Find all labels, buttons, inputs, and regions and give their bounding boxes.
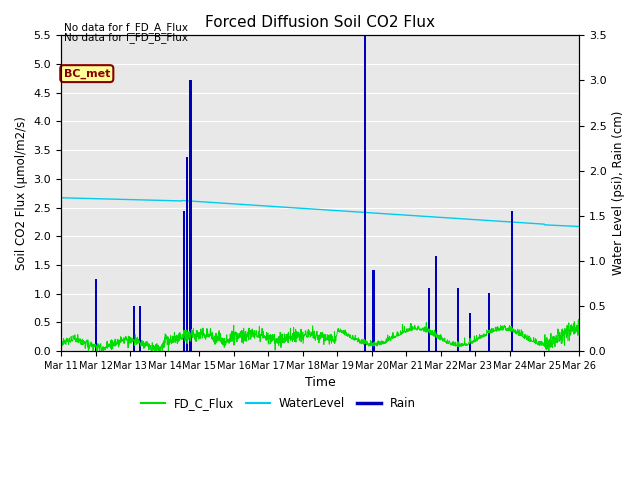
Bar [488,292,490,351]
Legend: FD_C_Flux, WaterLevel, Rain: FD_C_Flux, WaterLevel, Rain [136,392,421,415]
Bar [182,211,185,351]
Text: BC_met: BC_met [63,69,110,79]
Title: Forced Diffusion Soil CO2 Flux: Forced Diffusion Soil CO2 Flux [205,15,435,30]
Bar [140,306,141,351]
Bar [186,157,188,351]
Y-axis label: Water Level (psi), Rain (cm): Water Level (psi), Rain (cm) [612,111,625,276]
Bar [511,211,513,351]
Bar [364,0,366,351]
Bar [189,81,191,351]
Bar [132,306,134,351]
Bar [428,288,430,351]
Bar [435,256,436,351]
Bar [372,270,374,351]
Bar [457,288,459,351]
Text: No data for f_FD_A_Flux: No data for f_FD_A_Flux [64,22,188,33]
Text: No data for f_FD_B_Flux: No data for f_FD_B_Flux [64,32,188,43]
Bar [469,313,471,351]
X-axis label: Time: Time [305,376,335,389]
Bar [95,279,97,351]
Y-axis label: Soil CO2 Flux (μmol/m2/s): Soil CO2 Flux (μmol/m2/s) [15,116,28,270]
